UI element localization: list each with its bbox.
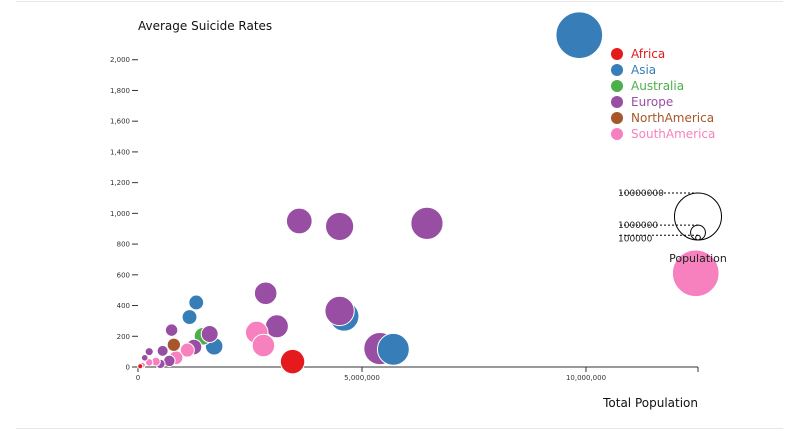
legend-swatch-northamerica bbox=[611, 112, 623, 124]
y-tick-label: 400 bbox=[117, 302, 130, 310]
x-tick-label: 10,000,000 bbox=[566, 374, 606, 382]
bubble-europe[interactable] bbox=[264, 314, 289, 339]
x-tick-label: 0 bbox=[136, 374, 140, 382]
legend-label-africa: Africa bbox=[631, 47, 665, 61]
legend-swatch-southamerica bbox=[611, 128, 623, 140]
y-tick-label: 1,000 bbox=[110, 210, 130, 218]
y-tick-label: 800 bbox=[117, 241, 130, 249]
axes: 0 5,000,000 10,000,000 0 200 400 600 800 1,000 1,… bbox=[110, 56, 699, 382]
y-tick-label: 1,400 bbox=[110, 148, 130, 156]
y-tick-label: 1,600 bbox=[110, 118, 130, 126]
y-tick-label: 1,200 bbox=[110, 179, 130, 187]
size-legend-label: 100000 bbox=[618, 234, 653, 244]
legend-swatch-asia bbox=[611, 64, 623, 76]
bubble-southamerica[interactable] bbox=[179, 342, 195, 358]
size-legend-circle bbox=[674, 192, 722, 241]
bubble-europe[interactable] bbox=[164, 323, 179, 337]
legend-label-northamerica: NorthAmerica bbox=[631, 111, 714, 125]
size-legend-label: 10000000 bbox=[618, 189, 664, 199]
bubble-asia[interactable] bbox=[188, 294, 205, 311]
bubble-europe[interactable] bbox=[144, 347, 154, 357]
data-points bbox=[137, 11, 720, 375]
legend-swatch-australia bbox=[611, 80, 623, 92]
legend-label-australia: Australia bbox=[631, 79, 684, 93]
y-tick-label: 1,800 bbox=[110, 87, 130, 95]
legend-label-southamerica: SouthAmerica bbox=[631, 127, 715, 141]
bubble-africa[interactable] bbox=[137, 363, 144, 370]
bubble-europe[interactable] bbox=[140, 353, 149, 362]
bubble-europe[interactable] bbox=[410, 206, 444, 240]
bubble-europe[interactable] bbox=[285, 207, 313, 235]
bottom-divider bbox=[16, 428, 783, 429]
bubble-southamerica[interactable] bbox=[671, 249, 720, 298]
y-tick-label: 2,000 bbox=[110, 56, 130, 64]
y-tick-label: 0 bbox=[126, 364, 130, 372]
y-axis-title: Average Suicide Rates bbox=[138, 19, 272, 33]
x-axis-title: Total Population bbox=[602, 396, 698, 410]
y-tick-label: 600 bbox=[117, 271, 130, 279]
bubble-asia[interactable] bbox=[555, 11, 604, 59]
bubble-europe[interactable] bbox=[156, 344, 169, 357]
bubble-africa[interactable] bbox=[279, 348, 306, 375]
legend-swatch-africa bbox=[611, 48, 623, 60]
bubble-europe[interactable] bbox=[325, 211, 355, 242]
bubble-northamerica[interactable] bbox=[166, 337, 181, 352]
size-legend-title: Population bbox=[669, 252, 727, 265]
top-divider bbox=[16, 1, 783, 2]
legend: Africa Asia Australia Europe NorthAmerica Sou… bbox=[611, 47, 715, 141]
size-legend-label: 1000000 bbox=[618, 221, 658, 231]
x-tick-label: 5,000,000 bbox=[344, 374, 380, 382]
legend-label-asia: Asia bbox=[631, 63, 656, 77]
legend-label-europe: Europe bbox=[631, 95, 673, 109]
size-legend-circle bbox=[695, 234, 701, 241]
size-legend: 10000000 1000000 100000 Population bbox=[618, 189, 727, 265]
bubble-asia[interactable] bbox=[376, 332, 410, 366]
legend-swatch-europe bbox=[611, 96, 623, 108]
bubble-europe[interactable] bbox=[324, 295, 355, 327]
bubble-asia[interactable] bbox=[181, 309, 198, 325]
y-tick-label: 200 bbox=[117, 333, 130, 341]
bubble-europe[interactable] bbox=[200, 324, 219, 343]
size-legend-circle bbox=[690, 224, 706, 241]
bubble-europe[interactable] bbox=[253, 281, 278, 306]
bubble-southamerica[interactable] bbox=[251, 333, 276, 358]
